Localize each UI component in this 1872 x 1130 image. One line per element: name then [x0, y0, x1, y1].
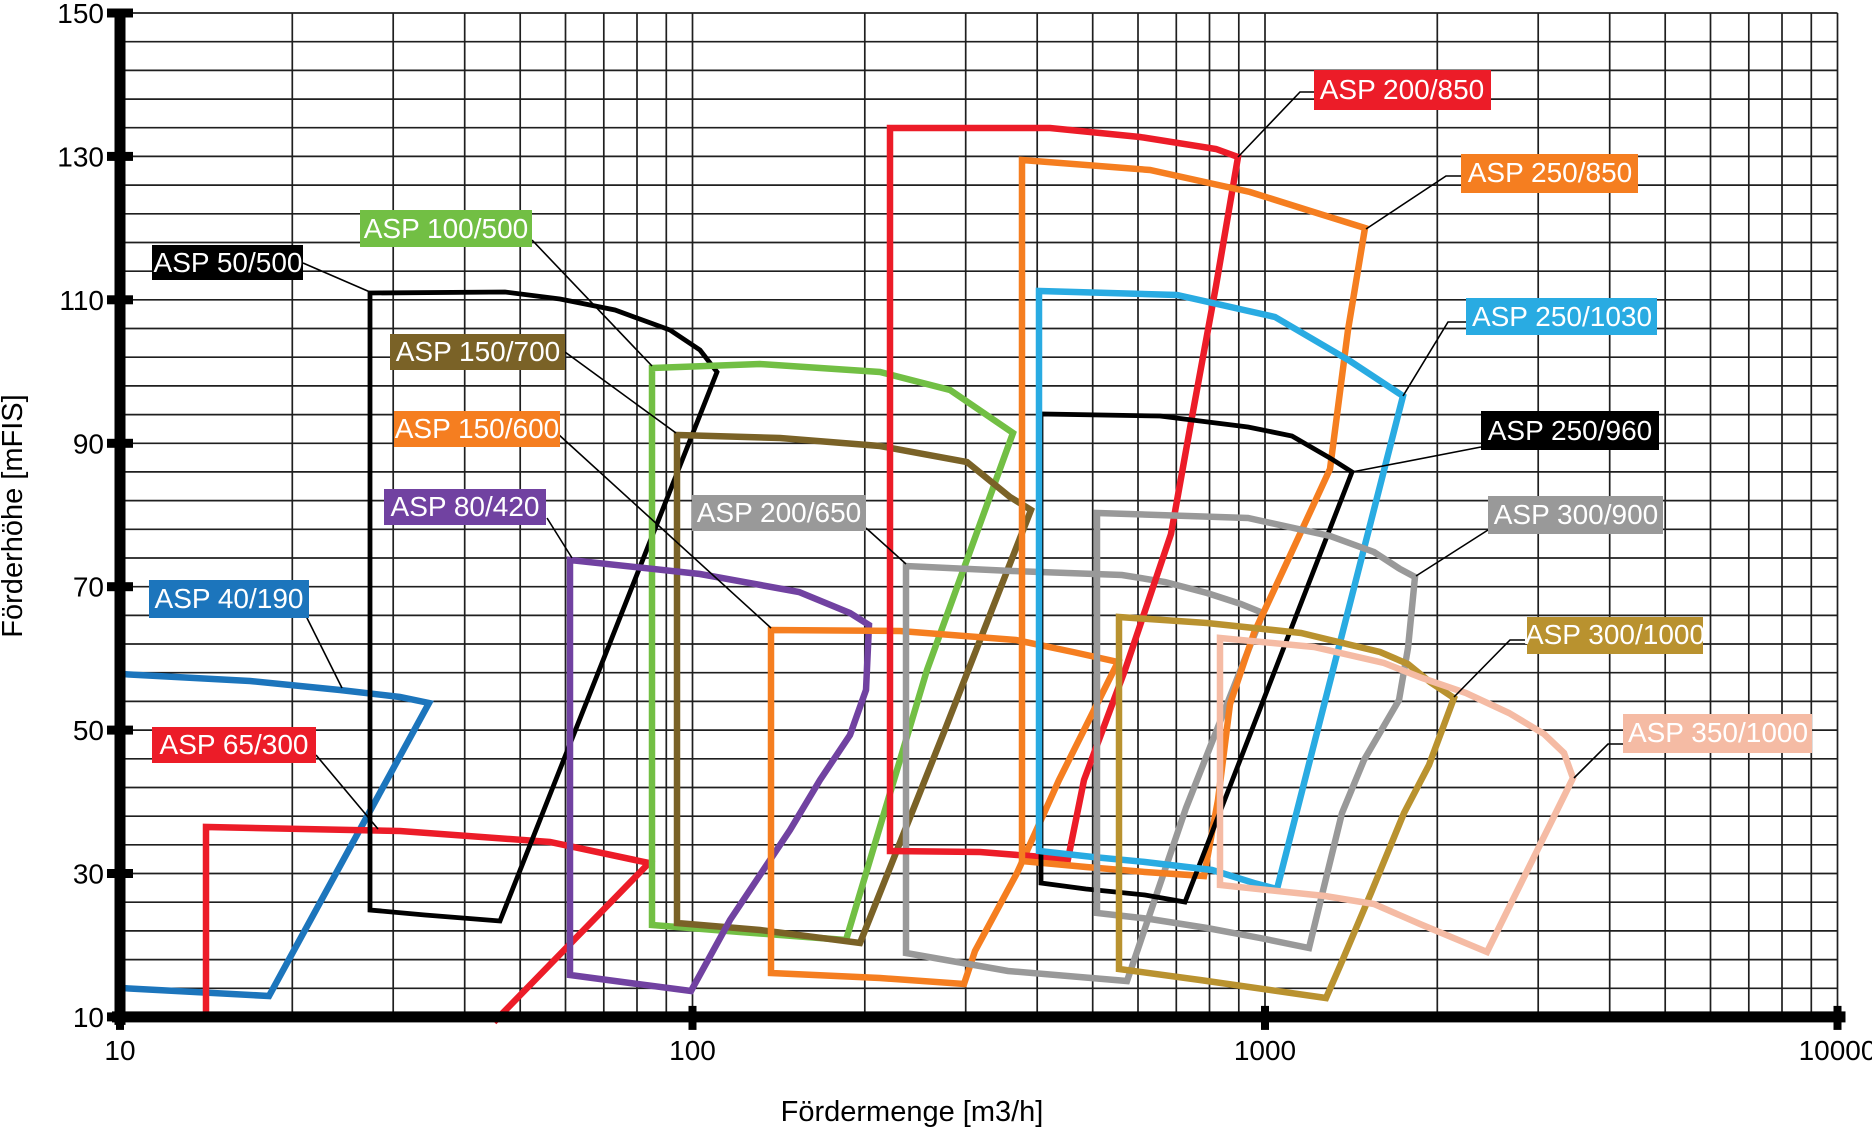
svg-text:ASP 40/190: ASP 40/190 — [155, 583, 304, 614]
svg-text:Förderhöhe [mFIS]: Förderhöhe [mFIS] — [0, 394, 29, 637]
svg-text:ASP 50/500: ASP 50/500 — [154, 247, 303, 278]
svg-text:ASP 250/1030: ASP 250/1030 — [1472, 301, 1652, 332]
svg-text:ASP 150/700: ASP 150/700 — [396, 336, 561, 367]
svg-text:Fördermenge [m3/h]: Fördermenge [m3/h] — [781, 1096, 1044, 1128]
svg-text:ASP 150/600: ASP 150/600 — [395, 413, 560, 444]
svg-text:110: 110 — [59, 285, 104, 316]
svg-text:70: 70 — [73, 572, 104, 603]
svg-text:30: 30 — [73, 859, 104, 890]
svg-text:50: 50 — [73, 715, 104, 746]
svg-text:1000: 1000 — [1234, 1035, 1296, 1066]
svg-text:ASP 250/850: ASP 250/850 — [1468, 157, 1633, 188]
svg-text:10: 10 — [104, 1035, 135, 1066]
svg-text:ASP 65/300: ASP 65/300 — [160, 729, 309, 760]
svg-text:ASP 80/420: ASP 80/420 — [391, 491, 540, 522]
svg-text:ASP 200/850: ASP 200/850 — [1320, 74, 1485, 105]
svg-text:130: 130 — [57, 141, 104, 172]
svg-text:10: 10 — [73, 1002, 104, 1033]
svg-text:10000: 10000 — [1799, 1035, 1872, 1066]
svg-text:ASP 350/1000: ASP 350/1000 — [1628, 717, 1808, 748]
svg-text:ASP 200/650: ASP 200/650 — [697, 497, 862, 528]
svg-text:90: 90 — [73, 428, 104, 459]
svg-text:ASP 250/960: ASP 250/960 — [1488, 415, 1653, 446]
svg-text:ASP 300/900: ASP 300/900 — [1494, 499, 1659, 530]
svg-text:100: 100 — [669, 1035, 716, 1066]
svg-text:ASP 100/500: ASP 100/500 — [364, 213, 529, 244]
svg-text:ASP 300/1000: ASP 300/1000 — [1525, 619, 1705, 650]
svg-text:150: 150 — [57, 0, 104, 29]
